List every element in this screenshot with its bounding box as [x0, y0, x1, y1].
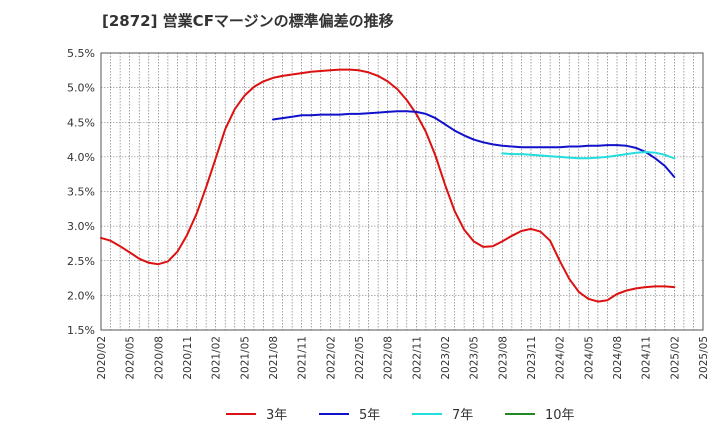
y-tick-label: 1.5% [67, 324, 95, 337]
y-tick-label: 3.0% [67, 220, 95, 233]
legend-label: 5年 [359, 408, 380, 423]
x-tick-label: 2024/02 [555, 336, 567, 380]
x-tick-label: 2022/11 [411, 336, 423, 380]
x-tick-label: 2022/08 [383, 336, 395, 380]
x-tick-label: 2020/05 [125, 336, 137, 380]
y-tick-label: 5.0% [67, 82, 95, 95]
y-tick-label: 2.0% [67, 289, 95, 302]
chart-title: [2872] 営業CFマージンの標準偏差の推移 [102, 12, 394, 30]
x-tick-label: 2023/05 [469, 336, 481, 380]
x-tick-label: 2024/11 [641, 336, 653, 380]
x-tick-label: 2025/02 [669, 336, 681, 380]
x-tick-label: 2020/11 [182, 336, 194, 380]
series-line-2 [272, 110, 676, 178]
x-tick-label: 2025/05 [698, 336, 710, 380]
x-tick-label: 2023/11 [526, 336, 538, 380]
plot-border [100, 52, 704, 331]
legend-label: 7年 [452, 408, 473, 423]
series-line-3 [501, 151, 676, 160]
legend-label: 10年 [545, 408, 575, 423]
x-tick-label: 2023/08 [497, 336, 509, 380]
x-tick-label: 2021/08 [268, 336, 280, 380]
x-tick-label: 2022/05 [354, 336, 366, 380]
series-line-1 [100, 68, 676, 303]
legend-label: 3年 [266, 408, 287, 423]
x-tick-label: 2020/08 [153, 336, 165, 380]
x-tick-label: 2021/02 [211, 336, 223, 380]
y-tick-label: 4.0% [67, 151, 95, 164]
x-tick-label: 2024/08 [612, 336, 624, 380]
y-tick-label: 5.5% [67, 47, 95, 60]
y-tick-label: 4.5% [67, 116, 95, 129]
x-tick-label: 2020/02 [96, 336, 108, 380]
x-tick-label: 2023/02 [440, 336, 452, 380]
x-tick-label: 2021/11 [297, 336, 309, 380]
x-tick-label: 2021/05 [239, 336, 251, 380]
x-tick-label: 2024/05 [583, 336, 595, 380]
y-tick-label: 2.5% [67, 255, 95, 268]
x-tick-label: 2022/02 [325, 336, 337, 380]
y-tick-label: 3.5% [67, 186, 95, 199]
